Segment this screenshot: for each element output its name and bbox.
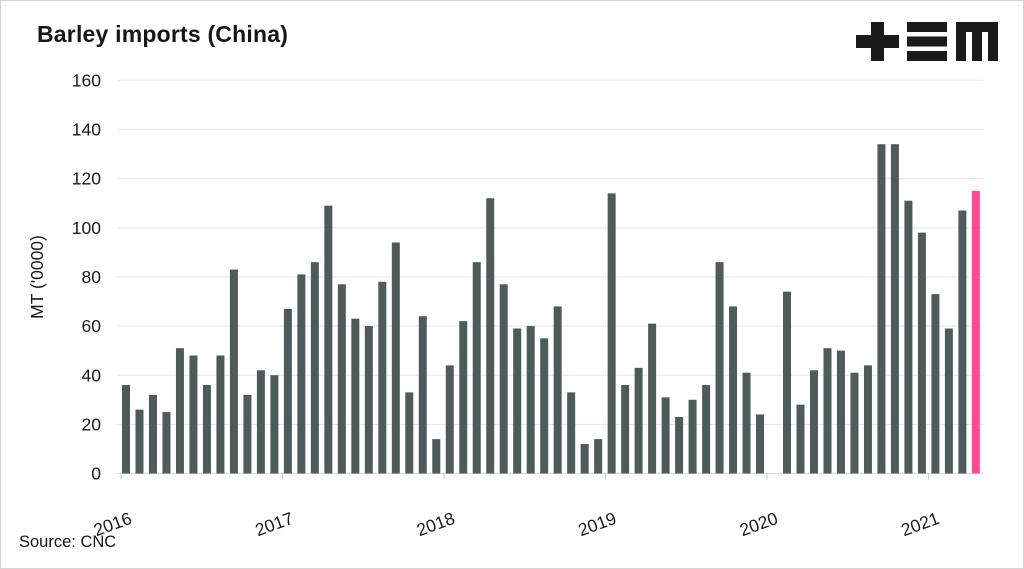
bar <box>836 350 845 474</box>
x-tick-label: 2019 <box>575 508 618 540</box>
y-tick-label: 20 <box>82 414 102 434</box>
bar <box>135 409 144 474</box>
bar <box>405 392 414 474</box>
triple-bar-icon <box>907 22 947 61</box>
bar <box>148 394 157 474</box>
bar <box>378 281 387 474</box>
bar <box>243 394 252 474</box>
bar <box>175 348 184 474</box>
bar <box>580 444 589 474</box>
bar <box>796 404 805 474</box>
y-tick-label: 100 <box>72 218 101 238</box>
bar <box>445 365 454 474</box>
bar <box>567 392 576 474</box>
bar <box>297 274 306 474</box>
bar <box>783 291 792 474</box>
bar <box>917 232 926 474</box>
bar <box>324 205 333 474</box>
bar <box>391 242 400 474</box>
bar <box>594 439 603 474</box>
bar <box>621 385 630 474</box>
highlighted-bar <box>971 190 980 474</box>
bar <box>351 318 360 474</box>
bar <box>432 439 441 474</box>
y-tick-label: 60 <box>82 316 102 336</box>
m-icon <box>956 22 998 61</box>
bar <box>823 348 832 474</box>
bar <box>634 367 643 474</box>
bar <box>122 385 130 474</box>
x-tick-label: 2021 <box>898 508 941 540</box>
bar <box>459 321 468 474</box>
y-tick-label: 120 <box>72 169 101 189</box>
bar <box>256 370 265 474</box>
bar <box>715 262 724 474</box>
bar <box>702 385 711 474</box>
y-tick-label: 0 <box>91 464 101 484</box>
bar <box>189 355 198 474</box>
y-tick-label: 80 <box>82 267 102 287</box>
bar <box>540 338 549 474</box>
brand-logo <box>856 22 998 61</box>
bar <box>904 200 913 474</box>
bar <box>675 416 684 474</box>
bar <box>729 306 738 474</box>
y-tick-label: 40 <box>82 365 102 385</box>
bar <box>553 306 562 474</box>
bar <box>809 370 818 474</box>
bar <box>526 326 535 474</box>
bar <box>283 308 292 474</box>
bar <box>863 365 872 474</box>
y-tick-label: 160 <box>72 70 101 90</box>
bar <box>890 144 899 474</box>
x-tick-label: 2017 <box>252 508 295 540</box>
bar <box>202 385 211 474</box>
bar <box>337 284 346 474</box>
bar <box>648 323 657 474</box>
bar <box>661 397 670 474</box>
source-note: Source: CNC <box>19 533 117 551</box>
bar <box>486 198 495 474</box>
bar <box>216 355 225 474</box>
bar <box>418 316 427 474</box>
bar <box>944 328 953 474</box>
bar <box>688 399 697 474</box>
plus-icon <box>856 22 899 61</box>
bar <box>499 284 508 474</box>
y-tick-label: 140 <box>72 120 101 140</box>
bar <box>364 326 373 474</box>
x-tick-label: 2018 <box>414 508 457 540</box>
bar <box>310 262 319 474</box>
chart-title: Barley imports (China) <box>37 21 289 47</box>
bar <box>270 375 279 474</box>
bar <box>607 193 616 474</box>
bar <box>850 372 859 474</box>
bar <box>742 372 751 474</box>
bar <box>162 412 171 474</box>
x-tick-label: 2020 <box>737 508 781 540</box>
bar <box>472 262 481 474</box>
bar <box>756 414 765 474</box>
bar <box>229 269 238 474</box>
bar <box>931 294 940 474</box>
bar <box>513 328 522 474</box>
bar <box>958 210 967 474</box>
bar <box>877 144 886 474</box>
